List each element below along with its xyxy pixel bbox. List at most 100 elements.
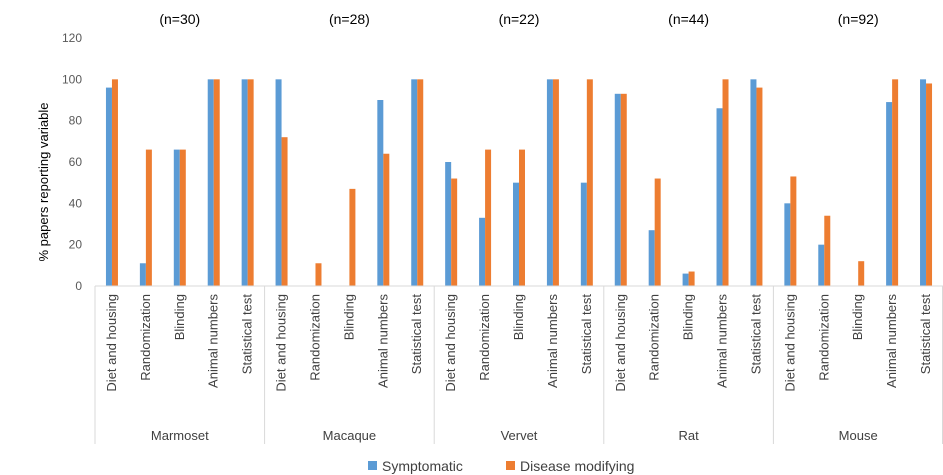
bar-symptomatic xyxy=(479,217,486,286)
category-label: Animal numbers xyxy=(375,294,390,388)
bar-disease-modifying xyxy=(349,188,356,286)
category-label: Animal numbers xyxy=(715,294,730,388)
bar-disease-modifying xyxy=(892,79,899,286)
bar-disease-modifying xyxy=(417,79,424,286)
y-axis-ticks: 0 20 40 60 80 100 120 xyxy=(62,31,82,293)
group-count-annotation: (n=44) xyxy=(668,11,709,27)
category-label: Blinding xyxy=(681,294,696,340)
y-tick-label: 60 xyxy=(69,155,83,169)
bar-disease-modifying xyxy=(858,261,865,286)
bar-symptomatic xyxy=(580,182,587,286)
y-tick-label: 40 xyxy=(69,196,83,210)
bar-disease-modifying xyxy=(111,79,118,286)
bar-disease-modifying xyxy=(247,79,254,286)
bar-disease-modifying xyxy=(451,178,458,286)
category-label: Blinding xyxy=(850,294,865,340)
bar-symptomatic xyxy=(173,149,180,286)
bar-symptomatic xyxy=(818,244,825,286)
category-label: Randomization xyxy=(477,294,492,381)
bar-disease-modifying xyxy=(620,93,627,286)
group-count-annotation: (n=22) xyxy=(499,11,540,27)
bar-symptomatic xyxy=(513,182,519,286)
group-label: Rat xyxy=(678,428,699,443)
y-tick-label: 120 xyxy=(62,31,82,45)
legend-label-disease-modifying: Disease modifying xyxy=(520,458,634,474)
y-tick-label: 100 xyxy=(62,72,82,86)
category-label: Animal numbers xyxy=(545,294,560,388)
bar-disease-modifying xyxy=(383,153,390,286)
bar-disease-modifying xyxy=(179,149,186,286)
category-label: Diet and housing xyxy=(782,294,797,392)
bar-disease-modifying xyxy=(552,79,559,286)
bar-symptomatic xyxy=(377,100,384,286)
bar-disease-modifying xyxy=(790,176,797,286)
bar-disease-modifying xyxy=(756,87,763,286)
bar-symptomatic xyxy=(105,87,112,286)
y-tick-label: 0 xyxy=(75,279,82,293)
group-label: Mouse xyxy=(839,428,878,443)
group-label: Vervet xyxy=(501,428,538,443)
category-label: Randomization xyxy=(308,294,323,381)
annotations: (n=30) (n=28) (n=22) (n=44) (n=92) xyxy=(159,11,878,27)
bar-symptomatic xyxy=(614,93,621,286)
bars xyxy=(105,79,933,287)
bar-symptomatic xyxy=(241,79,248,286)
category-label: Animal numbers xyxy=(206,294,221,388)
bar-symptomatic xyxy=(784,203,791,286)
category-label: Statistical test xyxy=(409,294,424,375)
bar-symptomatic xyxy=(546,79,553,286)
bar-symptomatic xyxy=(139,263,146,286)
category-label: Randomization xyxy=(816,294,831,381)
category-label: Statistical test xyxy=(748,294,763,375)
bar-disease-modifying xyxy=(213,79,220,286)
bar-symptomatic xyxy=(750,79,757,286)
bar-symptomatic xyxy=(920,79,927,286)
legend-label-symptomatic: Symptomatic xyxy=(382,458,463,474)
category-labels: Diet and housing Randomization Blinding Ani… xyxy=(104,294,933,392)
bar-disease-modifying xyxy=(485,149,492,286)
bar-disease-modifying xyxy=(722,79,729,286)
category-label: Animal numbers xyxy=(884,294,899,388)
bar-disease-modifying xyxy=(654,178,661,286)
bar-disease-modifying xyxy=(926,83,933,286)
bar-disease-modifying xyxy=(586,79,593,286)
bar-symptomatic xyxy=(275,79,282,286)
bar-symptomatic xyxy=(886,102,893,286)
category-label: Blinding xyxy=(341,294,356,340)
bar-disease-modifying xyxy=(824,215,831,286)
bar-symptomatic xyxy=(682,273,689,286)
category-label: Diet and housing xyxy=(274,294,289,392)
bar-symptomatic xyxy=(411,79,418,286)
category-label: Blinding xyxy=(511,294,526,340)
category-label: Randomization xyxy=(138,294,153,381)
category-label: Randomization xyxy=(647,294,662,381)
category-label: Diet and housing xyxy=(613,294,628,392)
bar-disease-modifying xyxy=(519,149,525,286)
legend-swatch-symptomatic xyxy=(368,461,377,470)
bar-disease-modifying xyxy=(281,137,288,286)
group-count-annotation: (n=30) xyxy=(159,11,200,27)
bar-disease-modifying xyxy=(688,271,695,286)
group-labels: Marmoset Macaque Vervet Rat Mouse xyxy=(151,428,878,443)
category-label: Statistical test xyxy=(240,294,255,375)
bar-disease-modifying xyxy=(315,263,322,286)
bar-symptomatic xyxy=(716,108,723,287)
bar-symptomatic xyxy=(648,230,655,286)
bar-symptomatic xyxy=(445,162,452,286)
category-label: Statistical test xyxy=(918,294,933,375)
legend: Symptomatic Disease modifying xyxy=(368,458,634,474)
bar-disease-modifying xyxy=(145,149,152,286)
group-label: Macaque xyxy=(323,428,376,443)
group-label: Marmoset xyxy=(151,428,209,443)
y-axis-label: % papers reporting variable xyxy=(36,103,51,262)
y-tick-label: 80 xyxy=(69,114,83,128)
group-count-annotation: (n=28) xyxy=(329,11,370,27)
y-tick-label: 20 xyxy=(69,238,83,252)
category-label: Diet and housing xyxy=(443,294,458,392)
legend-swatch-disease-modifying xyxy=(506,461,515,470)
bar-symptomatic xyxy=(207,79,214,286)
category-label: Statistical test xyxy=(579,294,594,375)
group-count-annotation: (n=92) xyxy=(838,11,879,27)
category-label: Blinding xyxy=(172,294,187,340)
